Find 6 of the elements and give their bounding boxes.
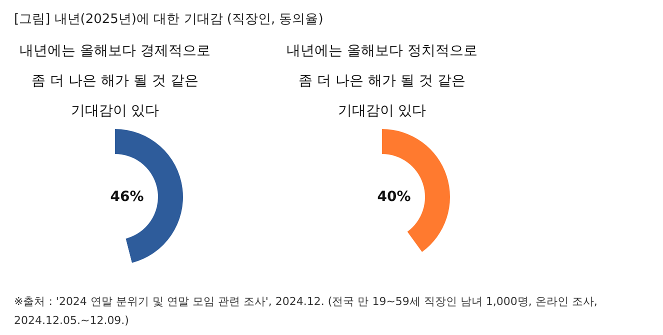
chart-title: 내년에는 올해보다 경제적으로 좀 더 나은 해가 될 것 같은 기대감이 있다 bbox=[20, 43, 210, 119]
chart-title: 내년에는 올해보다 정치적으로 좀 더 나은 해가 될 것 같은 기대감이 있다 bbox=[286, 43, 478, 119]
text: ※출처 : '2024 연말 분위기 및 연말 모임 관련 조사', 2024.12. (전국 만 19~59세 직장인 남녀 1,000명, 온라인 조사, 2024.12.05.~12.09.) bbox=[14, 294, 598, 329]
data-label: 46% bbox=[110, 189, 144, 205]
text: [그림] 내년(2025년)에 대한 기대감 (직장인, 동의율) bbox=[14, 11, 324, 28]
data-label: 40% bbox=[377, 189, 411, 205]
